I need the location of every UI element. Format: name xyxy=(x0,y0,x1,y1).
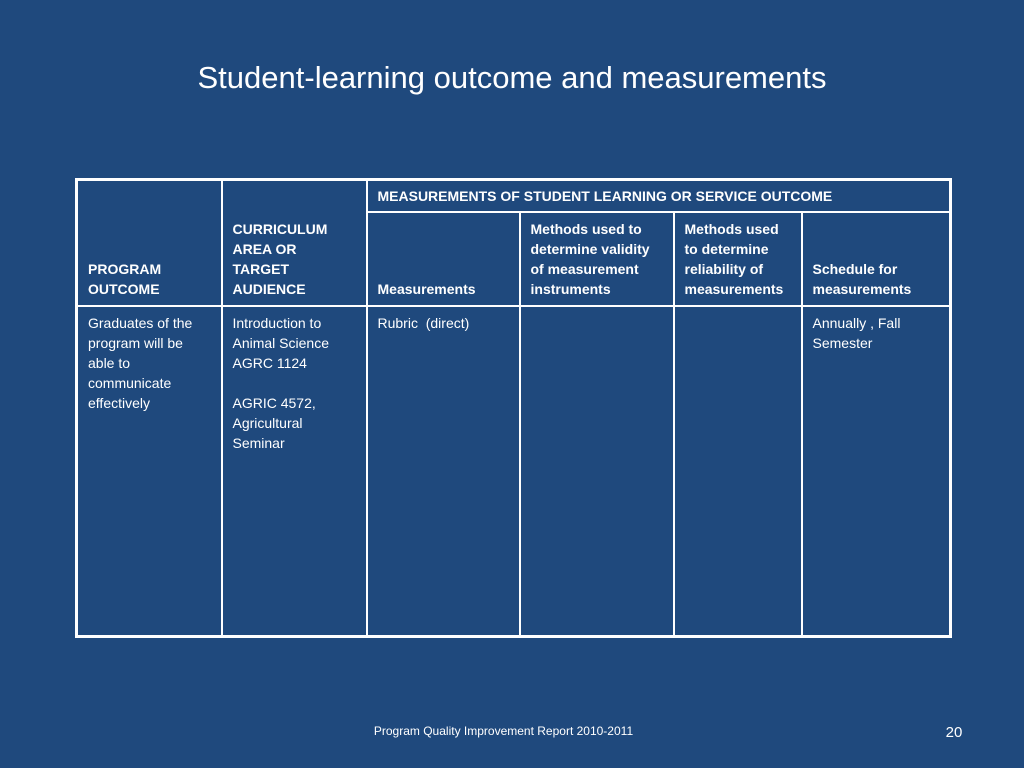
header-curriculum-area: CURRICULUM AREA OR TARGET AUDIENCE xyxy=(220,178,368,307)
table-header-row-group: PROGRAM OUTCOME CURRICULUM AREA OR TARGE… xyxy=(75,178,952,307)
cell-curriculum-area: Introduction to Animal Science AGRC 1124… xyxy=(220,305,368,638)
cell-reliability-methods xyxy=(672,305,803,638)
outcome-measurements-table: PROGRAM OUTCOME CURRICULUM AREA OR TARGE… xyxy=(75,178,953,638)
curriculum-spacer xyxy=(233,373,356,393)
cell-schedule: Annually , Fall Semester xyxy=(800,305,952,638)
cell-program-outcome: Graduates of the program will be able to… xyxy=(75,305,223,638)
table-header-row-columns: Measurements Methods used to determine v… xyxy=(77,211,952,307)
header-measurements-group: MEASUREMENTS OF STUDENT LEARNING OR SERV… xyxy=(365,178,952,213)
curriculum-line: Introduction to Animal Science AGRC 1124 xyxy=(232,315,330,371)
cell-validity-methods xyxy=(518,305,675,638)
header-validity-methods: Methods used to determine validity of me… xyxy=(518,211,675,307)
cell-measurements: Rubric (direct) xyxy=(365,305,521,638)
table-row: Graduates of the program will be able to… xyxy=(75,305,952,638)
header-schedule: Schedule for measurements xyxy=(800,211,952,307)
curriculum-line: AGRIC 4572, Agricultural Seminar xyxy=(232,395,316,451)
slide-footer: Program Quality Improvement Report 2010-… xyxy=(373,724,634,738)
header-program-outcome: PROGRAM OUTCOME xyxy=(75,178,223,307)
header-measurements: Measurements xyxy=(365,211,521,307)
slide-title: Student-learning outcome and measurement… xyxy=(197,60,827,95)
slide-page-number: 20 xyxy=(945,724,963,741)
header-reliability-methods: Methods used to determine reliability of… xyxy=(672,211,803,307)
